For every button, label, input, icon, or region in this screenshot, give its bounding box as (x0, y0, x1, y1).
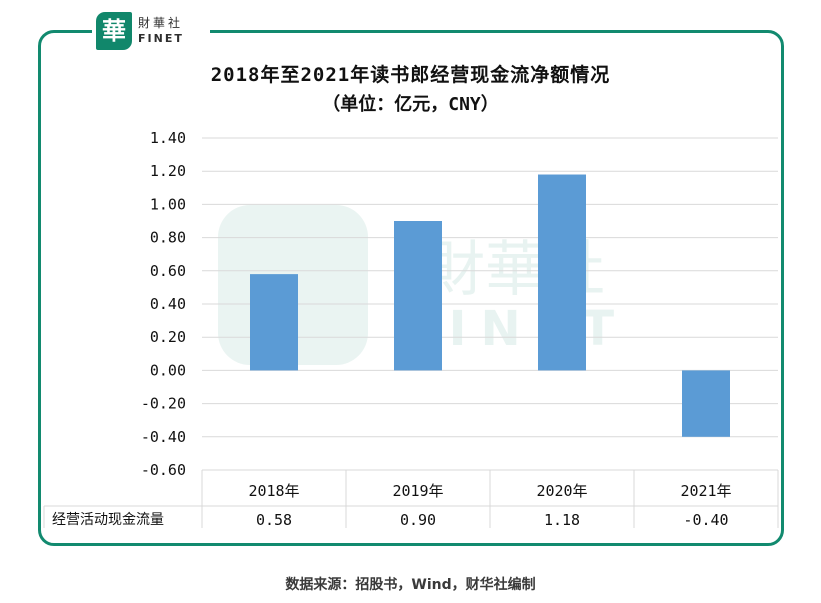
category-label: 2020年 (536, 482, 587, 500)
bar-2021年 (682, 370, 730, 437)
y-tick-label: -0.60 (141, 461, 186, 479)
y-tick-label: 1.00 (150, 195, 186, 213)
finet-logo-mark: 華 (96, 12, 132, 50)
y-axis-tick-labels: 1.40 1.20 1.00 0.80 0.60 0.40 0.20 0.00 -0.20 -0.… (141, 129, 186, 479)
y-tick-label: 0.00 (150, 361, 186, 379)
finet-logo-chinese-name: 財華社 (138, 16, 184, 30)
bar-2018年 (250, 274, 298, 371)
bars (250, 174, 730, 437)
data-value-label: 1.18 (544, 511, 580, 529)
y-tick-label: 0.60 (150, 262, 186, 280)
y-tick-label: 0.40 (150, 295, 186, 313)
y-tick-label: 0.80 (150, 229, 186, 247)
data-table: 2018年 0.58 2019年 0.90 2020年 1.18 2021年 -0.40 经营活… (43, 470, 779, 529)
finet-logo: 華 財華社 FINET (92, 8, 210, 54)
category-label: 2021年 (680, 482, 731, 500)
bar-2020年 (538, 174, 586, 371)
source-note: 数据来源：招股书，Wind，财华社编制 (285, 577, 536, 593)
data-value-label: -0.40 (683, 511, 728, 529)
category-label: 2019年 (392, 482, 443, 500)
chart-title: 2018年至2021年读书郎经营现金流净额情况 (210, 64, 611, 86)
y-tick-label: -0.40 (141, 428, 186, 446)
data-value-label: 0.90 (400, 511, 436, 529)
data-value-label: 0.58 (256, 511, 292, 529)
y-tick-label: 1.40 (150, 129, 186, 147)
y-tick-label: -0.20 (141, 395, 186, 413)
y-tick-label: 1.20 (150, 162, 186, 180)
bar-2019年 (394, 221, 442, 371)
category-label: 2018年 (248, 482, 299, 500)
finet-logo-english-name: FINET (138, 32, 184, 45)
series-row-label: 经营活动现金流量 (52, 512, 164, 528)
chart-subtitle: （单位：亿元，CNY） (322, 94, 499, 115)
y-tick-label: 0.20 (150, 328, 186, 346)
